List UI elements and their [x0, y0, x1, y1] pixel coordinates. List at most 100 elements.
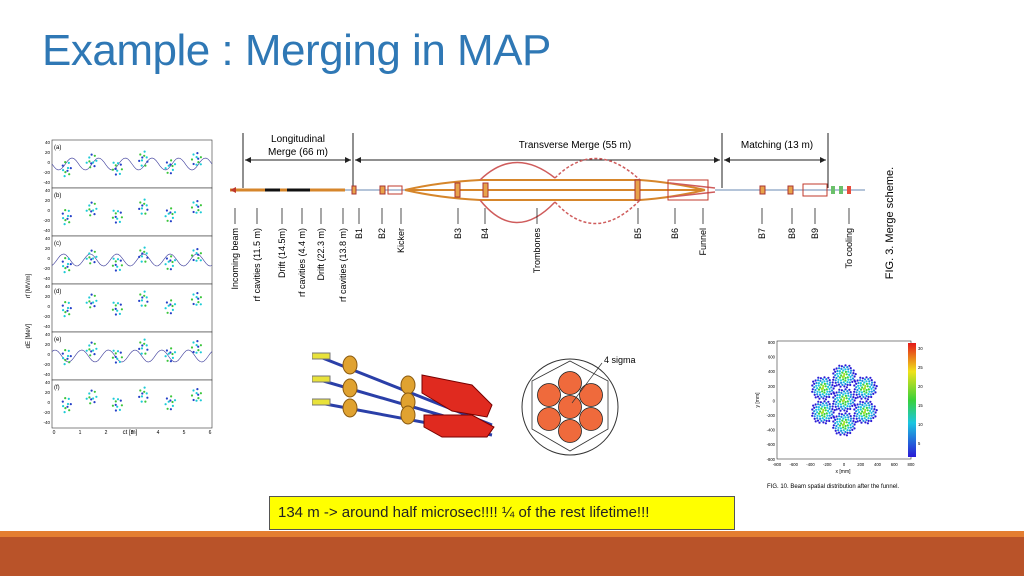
bunch-particle [138, 207, 141, 210]
scatter-point [837, 399, 840, 402]
scatter-point [813, 382, 816, 385]
bunch-particle [138, 395, 141, 398]
bunch-particle [195, 211, 198, 214]
bunch-particle [114, 409, 117, 412]
bunch-particle [114, 400, 117, 403]
scatter-point [848, 412, 851, 415]
bunch-particle [197, 397, 200, 400]
scatter-point [826, 380, 829, 383]
bunch-particle [69, 355, 72, 358]
bunch-particle [170, 255, 173, 258]
colorbar-tick: 10 [918, 422, 923, 427]
bunch-particle [143, 290, 146, 293]
y-tick: 20 [45, 246, 51, 251]
scatter-point [837, 402, 840, 405]
scatter-point [855, 410, 858, 413]
scatter-y-tick: 400 [768, 369, 776, 374]
scatter-point [813, 391, 816, 394]
bunch-particle [111, 216, 114, 219]
bunch-particle [192, 249, 195, 252]
scatter-point [845, 397, 848, 400]
scatter-point [868, 404, 871, 407]
bunch-particle [116, 350, 120, 353]
bunch-particle [93, 401, 96, 404]
bunch-particle [190, 158, 194, 161]
bunch-particle [192, 162, 195, 166]
bunch-particle [165, 209, 168, 212]
scatter-point [854, 373, 857, 376]
bunch-particle [139, 153, 142, 156]
bunch-particle [145, 252, 148, 255]
scatter-point [835, 384, 838, 387]
scatter-point [837, 405, 840, 408]
element-label: To cooling [844, 228, 854, 269]
bunch-particle [190, 346, 194, 349]
scatter-point [823, 382, 826, 385]
bunch-particle [169, 220, 172, 223]
bunch-particle [170, 299, 173, 302]
bunch-particle [119, 163, 122, 166]
scatter-point [813, 417, 816, 420]
scatter-point [824, 398, 827, 401]
scatter-point [864, 384, 867, 388]
bunch-particle [66, 357, 69, 360]
scatter-point [831, 384, 834, 387]
scatter-point [853, 427, 856, 430]
scatter-point [868, 406, 871, 409]
scatter-point [848, 381, 851, 384]
bunch-particle [173, 163, 177, 166]
bunch-particle [146, 348, 149, 351]
scatter-point [842, 390, 846, 393]
scatter-point [811, 414, 814, 417]
bunch-particle [141, 344, 144, 347]
bunch-particle [169, 259, 172, 262]
scatter-x-tick: 400 [874, 462, 882, 467]
scatter-point [865, 418, 868, 422]
element-label: Funnel [698, 228, 708, 256]
element-label: rf cavities (13.8 m) [338, 228, 348, 302]
beam-circle [579, 407, 603, 431]
x-tick: 4 [157, 430, 160, 436]
phase-panel [51, 331, 213, 381]
bunch-particle [170, 347, 173, 350]
bunch-particle [143, 386, 146, 389]
element-label: Trombones [532, 228, 542, 274]
bunch-particle [88, 252, 91, 255]
bunch-particle [195, 303, 198, 306]
x-tick: 5 [183, 430, 186, 436]
scatter-point [815, 405, 818, 409]
scatter-point [859, 384, 862, 387]
scatter-point [830, 413, 834, 416]
bunch-particle [139, 341, 142, 344]
scatter-point [867, 417, 870, 420]
bunch-particle [199, 392, 202, 395]
bunch-particle [166, 219, 169, 222]
bunch-particle [140, 347, 144, 350]
bunch-particle [85, 257, 88, 260]
scatter-x-tick: 200 [857, 462, 865, 467]
section-label-longitudinal: Longitudinal [271, 134, 325, 145]
scatter-point [846, 381, 849, 384]
scatter-point [815, 381, 818, 385]
bunch-particle [195, 392, 198, 395]
scatter-point [834, 379, 837, 382]
bunch-particle [112, 397, 115, 400]
scatter-point [825, 419, 828, 422]
scatter-point [855, 415, 858, 418]
scatter-point [870, 403, 873, 406]
bunch-particle [93, 261, 96, 264]
bunch-particle [111, 356, 114, 359]
scatter-caption: FIG. 10. Beam spatial distribution after… [767, 484, 899, 490]
scatter-point [842, 417, 845, 420]
scatter-point [863, 414, 866, 417]
bunch-particle [197, 209, 200, 212]
bunch-particle [195, 259, 198, 262]
scatter-x-tick: 0 [843, 462, 846, 467]
bunch-particle [120, 404, 123, 407]
bunch-particle [196, 340, 199, 343]
scatter-point [841, 375, 844, 379]
y-tick: -40 [43, 276, 50, 281]
scatter-point [846, 429, 849, 432]
bunch-particle [139, 201, 142, 204]
y-tick: 0 [47, 400, 50, 405]
